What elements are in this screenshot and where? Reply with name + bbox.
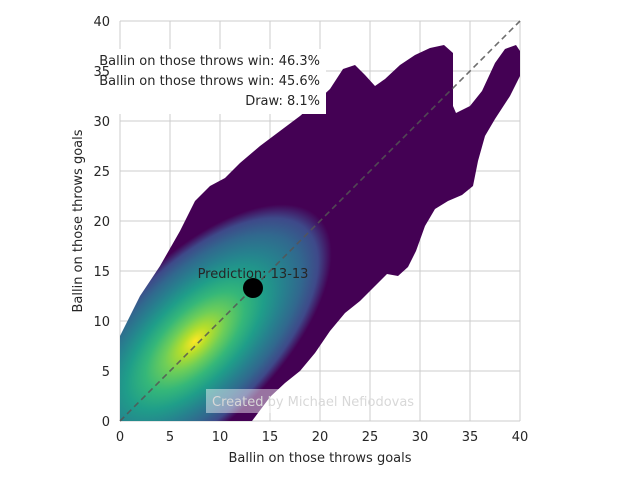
y-tick-label: 15 bbox=[93, 265, 110, 280]
prediction-marker bbox=[243, 278, 263, 298]
y-tick-label: 25 bbox=[93, 165, 110, 180]
density-region bbox=[120, 45, 520, 421]
x-axis-label: Ballin on those throws goals bbox=[228, 451, 411, 466]
x-tick-label: 40 bbox=[512, 430, 529, 445]
diagonal-reference-line bbox=[119, 20, 521, 422]
x-tick-label: 30 bbox=[412, 430, 429, 445]
x-tick-label: 20 bbox=[312, 430, 329, 445]
x-tick-label: 10 bbox=[212, 430, 229, 445]
x-axis-ticks: 0 5 10 15 20 25 30 35 40 bbox=[116, 430, 528, 445]
y-tick-label: 40 bbox=[93, 15, 110, 30]
x-tick-label: 25 bbox=[362, 430, 379, 445]
y-tick-label: 20 bbox=[93, 215, 110, 230]
x-tick-label: 0 bbox=[116, 430, 124, 445]
credit-text: Created by Michael Nefiodovas bbox=[212, 395, 414, 410]
x-tick-label: 5 bbox=[166, 430, 174, 445]
prediction-label: Prediction: 13-13 bbox=[198, 267, 309, 282]
probability-box bbox=[80, 49, 326, 114]
y-tick-label: 30 bbox=[93, 115, 110, 130]
y-tick-label: 0 bbox=[102, 415, 110, 430]
y-tick-label: 10 bbox=[93, 315, 110, 330]
probability-draw: Draw: 8.1% bbox=[245, 94, 320, 109]
x-tick-label: 15 bbox=[262, 430, 279, 445]
y-axis-label: Ballin on those throws goals bbox=[71, 129, 86, 312]
y-axis-ticks: 0 5 10 15 20 25 30 35 40 bbox=[93, 15, 110, 430]
probability-away-win: Ballin on those throws win: 45.6% bbox=[99, 74, 320, 89]
y-tick-label: 5 bbox=[102, 365, 110, 380]
probability-home-win: Ballin on those throws win: 46.3% bbox=[99, 54, 320, 69]
x-tick-label: 35 bbox=[462, 430, 479, 445]
y-tick-label: 35 bbox=[93, 65, 110, 80]
credit-box bbox=[206, 389, 290, 413]
